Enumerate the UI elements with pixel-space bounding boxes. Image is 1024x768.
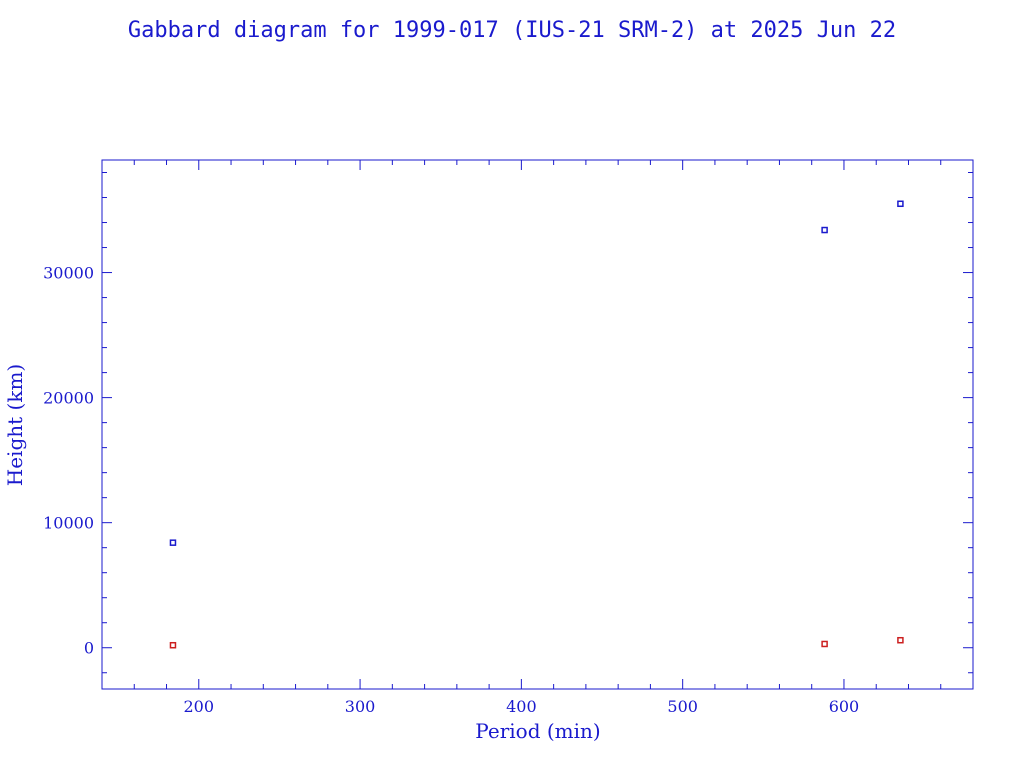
perigee-point xyxy=(897,636,904,644)
y-axis-label: Height (km) xyxy=(3,364,27,486)
axis-ticks xyxy=(101,160,974,689)
y-tick-label: 0 xyxy=(84,639,94,658)
chart-title: Gabbard diagram for 1999-017 (IUS-21 SRM… xyxy=(128,18,896,43)
apogee-point xyxy=(821,226,828,234)
y-tick-label: 30000 xyxy=(43,264,94,283)
data-points xyxy=(169,200,904,649)
x-tick-label: 200 xyxy=(184,697,215,716)
x-tick-label: 300 xyxy=(345,697,376,716)
apogee-point xyxy=(897,200,904,208)
x-tick-label: 600 xyxy=(829,697,860,716)
tick-labels: 200 300 400 500 600 0 10000 20000 30000 xyxy=(43,264,859,716)
y-tick-label: 20000 xyxy=(43,389,94,408)
apogee-point xyxy=(169,539,177,546)
x-tick-label: 400 xyxy=(506,697,537,716)
perigee-point xyxy=(169,641,177,649)
y-tick-label: 10000 xyxy=(43,514,94,533)
x-tick-label: 500 xyxy=(667,697,698,716)
perigee-point xyxy=(821,640,828,648)
plot-frame xyxy=(101,159,974,690)
x-axis-label: Period (min) xyxy=(475,719,600,743)
